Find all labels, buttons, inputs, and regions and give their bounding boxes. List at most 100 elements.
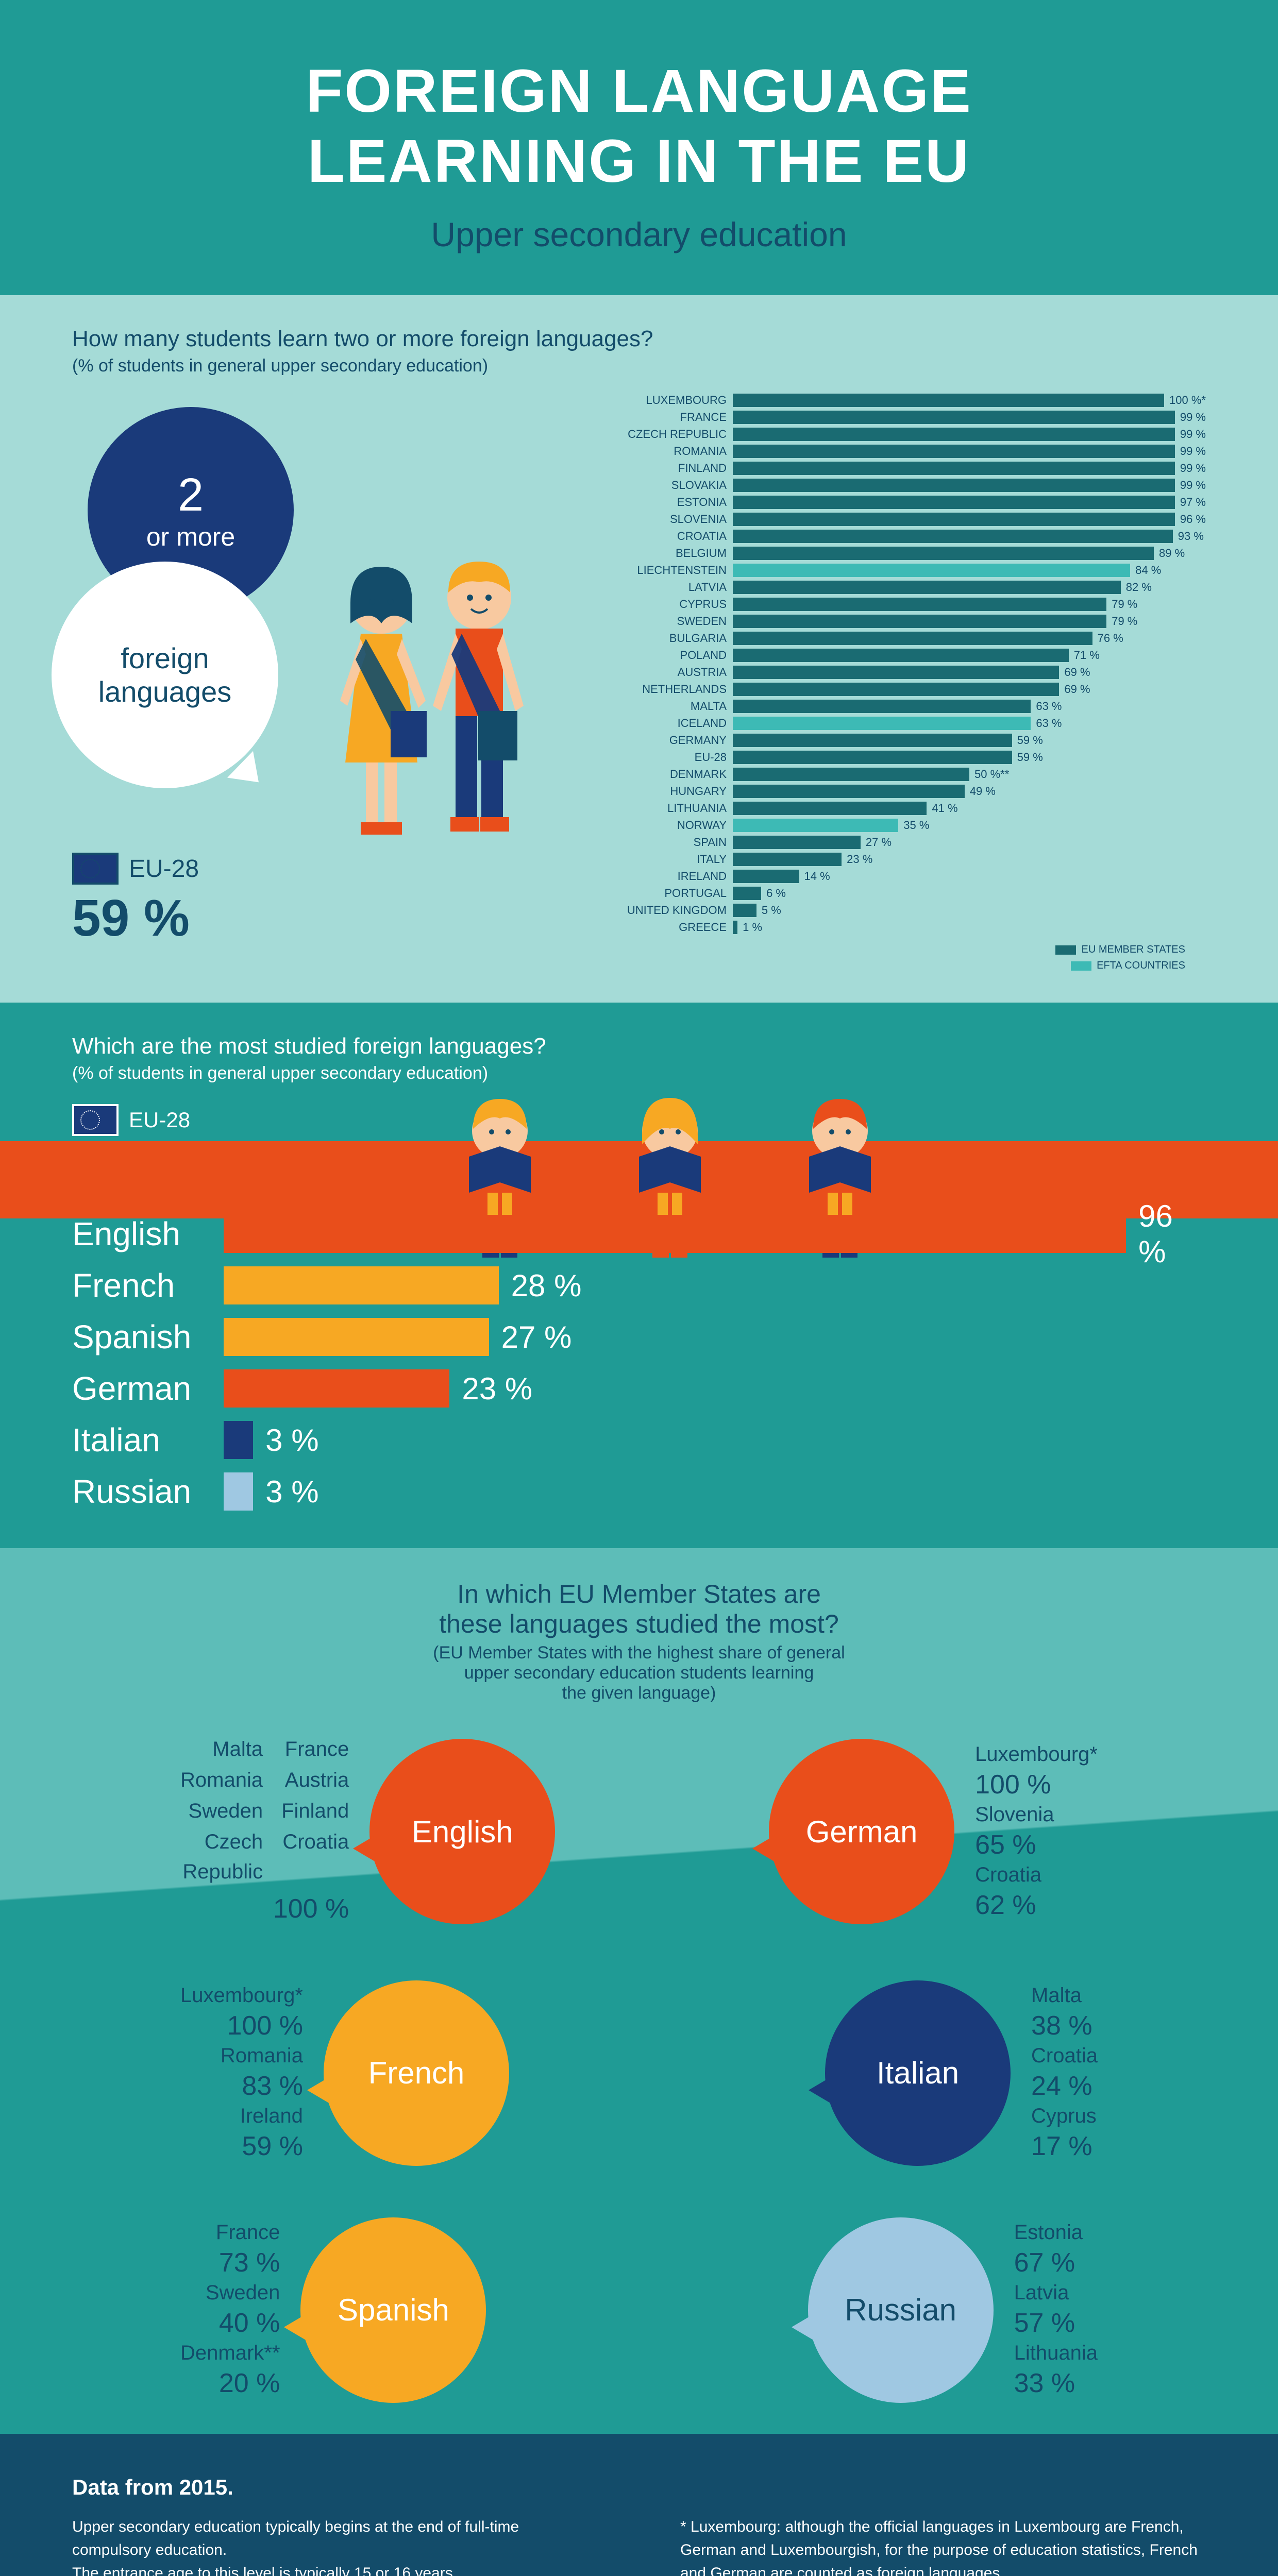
country-value: 99 % <box>1180 428 1206 441</box>
language-bar <box>224 1215 1126 1253</box>
country-value: 99 % <box>1180 479 1206 492</box>
bar-fill <box>733 513 1175 526</box>
bar-fill <box>733 717 1031 730</box>
bar-fill <box>733 564 1130 577</box>
language-name: Italian <box>72 1421 206 1459</box>
country-bar-row: BELGIUM 89 % <box>593 545 1206 562</box>
country-value: 5 % <box>762 904 781 917</box>
stat-country: Romania <box>180 2044 303 2067</box>
bubble1-line1: 2 <box>178 469 204 522</box>
bar-fill <box>733 632 1092 645</box>
language-row: French 28 % <box>72 1260 1206 1311</box>
country-name: CYPRUS <box>593 598 727 611</box>
bar-fill <box>733 785 965 798</box>
eu28-summary: EU-28 59 % <box>72 853 199 948</box>
country-bar-row: LUXEMBOURG 100 %* <box>593 392 1206 409</box>
footer-p2: The entrance age to this level is typica… <box>72 2565 457 2576</box>
italian-label: Italian <box>877 2055 959 2091</box>
language-bar <box>224 1369 449 1408</box>
eu28-value: 59 % <box>72 889 199 948</box>
country-bar-row: HUNGARY 49 % <box>593 783 1206 800</box>
section-most-studied-languages: Which are the most studied foreign langu… <box>0 1003 1278 1548</box>
stat-country: Ireland <box>180 2105 303 2128</box>
s2-subtitle: (% of students in general upper secondar… <box>72 1063 1206 1083</box>
country-bar-chart: LUXEMBOURG 100 %* FRANCE 99 % CZECH REPU… <box>593 392 1206 972</box>
country-bar-row: SWEDEN 79 % <box>593 613 1206 630</box>
s3-sub-l1: (EU Member States with the highest share… <box>330 1643 948 1663</box>
country-value: 14 % <box>804 870 830 883</box>
country-value: 100 %* <box>1169 394 1206 407</box>
stat-country: Croatia <box>1031 2044 1098 2067</box>
country-value: 76 % <box>1098 632 1123 645</box>
bubble1-line2: or more <box>146 522 235 552</box>
subtitle: Upper secondary education <box>31 215 1247 254</box>
country-name: SLOVENIA <box>593 513 727 526</box>
country-name: BELGIUM <box>593 547 727 560</box>
language-row: Russian 3 % <box>72 1466 1206 1517</box>
stat-country: Malta <box>1031 1984 1098 2007</box>
country-bar-row: DENMARK 50 %** <box>593 766 1206 783</box>
stat-country: Croatia <box>975 1863 1098 1887</box>
french-label: French <box>368 2055 465 2091</box>
country-name: LUXEMBOURG <box>593 394 727 407</box>
legend-member: EU MEMBER STATES <box>1081 944 1185 956</box>
english-country: France <box>281 1734 349 1764</box>
english-label: English <box>412 1814 513 1850</box>
bar-fill <box>733 598 1106 611</box>
country-name: SWEDEN <box>593 615 727 628</box>
language-row: Spanish 27 % <box>72 1311 1206 1363</box>
stat-country: Sweden <box>180 2281 280 2304</box>
country-value: 23 % <box>847 853 872 866</box>
country-bar-row: BULGARIA 76 % <box>593 630 1206 647</box>
s3-title-l2: these languages studied the most? <box>330 1609 948 1639</box>
footer-notes: Data from 2015. Upper secondary educatio… <box>0 2434 1278 2576</box>
country-name: HUNGARY <box>593 785 727 798</box>
legend-efta: EFTA COUNTRIES <box>1097 960 1185 972</box>
english-country: Czech Republic <box>180 1827 263 1887</box>
stat-value: 38 % <box>1031 2010 1098 2041</box>
country-bar-row: LATVIA 82 % <box>593 579 1206 596</box>
section-two-or-more-languages: How many students learn two or more fore… <box>0 295 1278 1003</box>
country-value: 63 % <box>1036 717 1062 730</box>
country-bar-row: ESTONIA 97 % <box>593 494 1206 511</box>
bar-fill <box>733 428 1175 441</box>
stat-country: Estonia <box>1014 2221 1098 2244</box>
spanish-label: Spanish <box>338 2292 449 2328</box>
country-name: FINLAND <box>593 462 727 475</box>
country-value: 50 %** <box>974 768 1009 781</box>
eu-flag-icon <box>72 853 119 885</box>
bar-fill <box>733 649 1069 662</box>
bar-fill <box>733 496 1175 509</box>
bar-fill <box>733 547 1154 560</box>
stat-value: 20 % <box>180 2368 280 2399</box>
country-value: 41 % <box>932 802 957 815</box>
country-value: 6 % <box>766 887 786 900</box>
bar-fill <box>733 445 1175 458</box>
country-value: 79 % <box>1112 615 1137 628</box>
footer-p1: Upper secondary education typically begi… <box>72 2518 519 2558</box>
country-value: 71 % <box>1074 649 1100 662</box>
country-bar-row: LITHUANIA 41 % <box>593 800 1206 817</box>
main-title: FOREIGN LANGUAGE LEARNING IN THE EU <box>31 57 1247 196</box>
country-name: LITHUANIA <box>593 802 727 815</box>
bar-fill <box>733 462 1175 475</box>
bar-fill <box>733 836 861 849</box>
s3-sub-l3: the given language) <box>330 1683 948 1703</box>
bubble-italian: Malta 38 %Croatia 24 %Cyprus 17 % Italia… <box>730 1980 1098 2166</box>
bar-fill <box>733 683 1059 696</box>
bar-fill <box>733 479 1175 492</box>
english-country: Croatia <box>281 1827 349 1887</box>
country-bar-row: SLOVAKIA 99 % <box>593 477 1206 494</box>
country-bar-row: SLOVENIA 96 % <box>593 511 1206 528</box>
country-name: ESTONIA <box>593 496 727 509</box>
country-value: 59 % <box>1017 751 1043 764</box>
stat-value: 59 % <box>180 2131 303 2162</box>
bar-fill <box>733 394 1164 407</box>
stat-country: Latvia <box>1014 2281 1098 2304</box>
legend-swatch-efta <box>1071 961 1091 971</box>
country-name: AUSTRIA <box>593 666 727 679</box>
bar-fill <box>733 887 761 900</box>
s1-subtitle: (% of students in general upper secondar… <box>72 356 1206 376</box>
country-bar-row: ROMANIA 99 % <box>593 443 1206 460</box>
country-name: LIECHTENSTEIN <box>593 564 727 577</box>
